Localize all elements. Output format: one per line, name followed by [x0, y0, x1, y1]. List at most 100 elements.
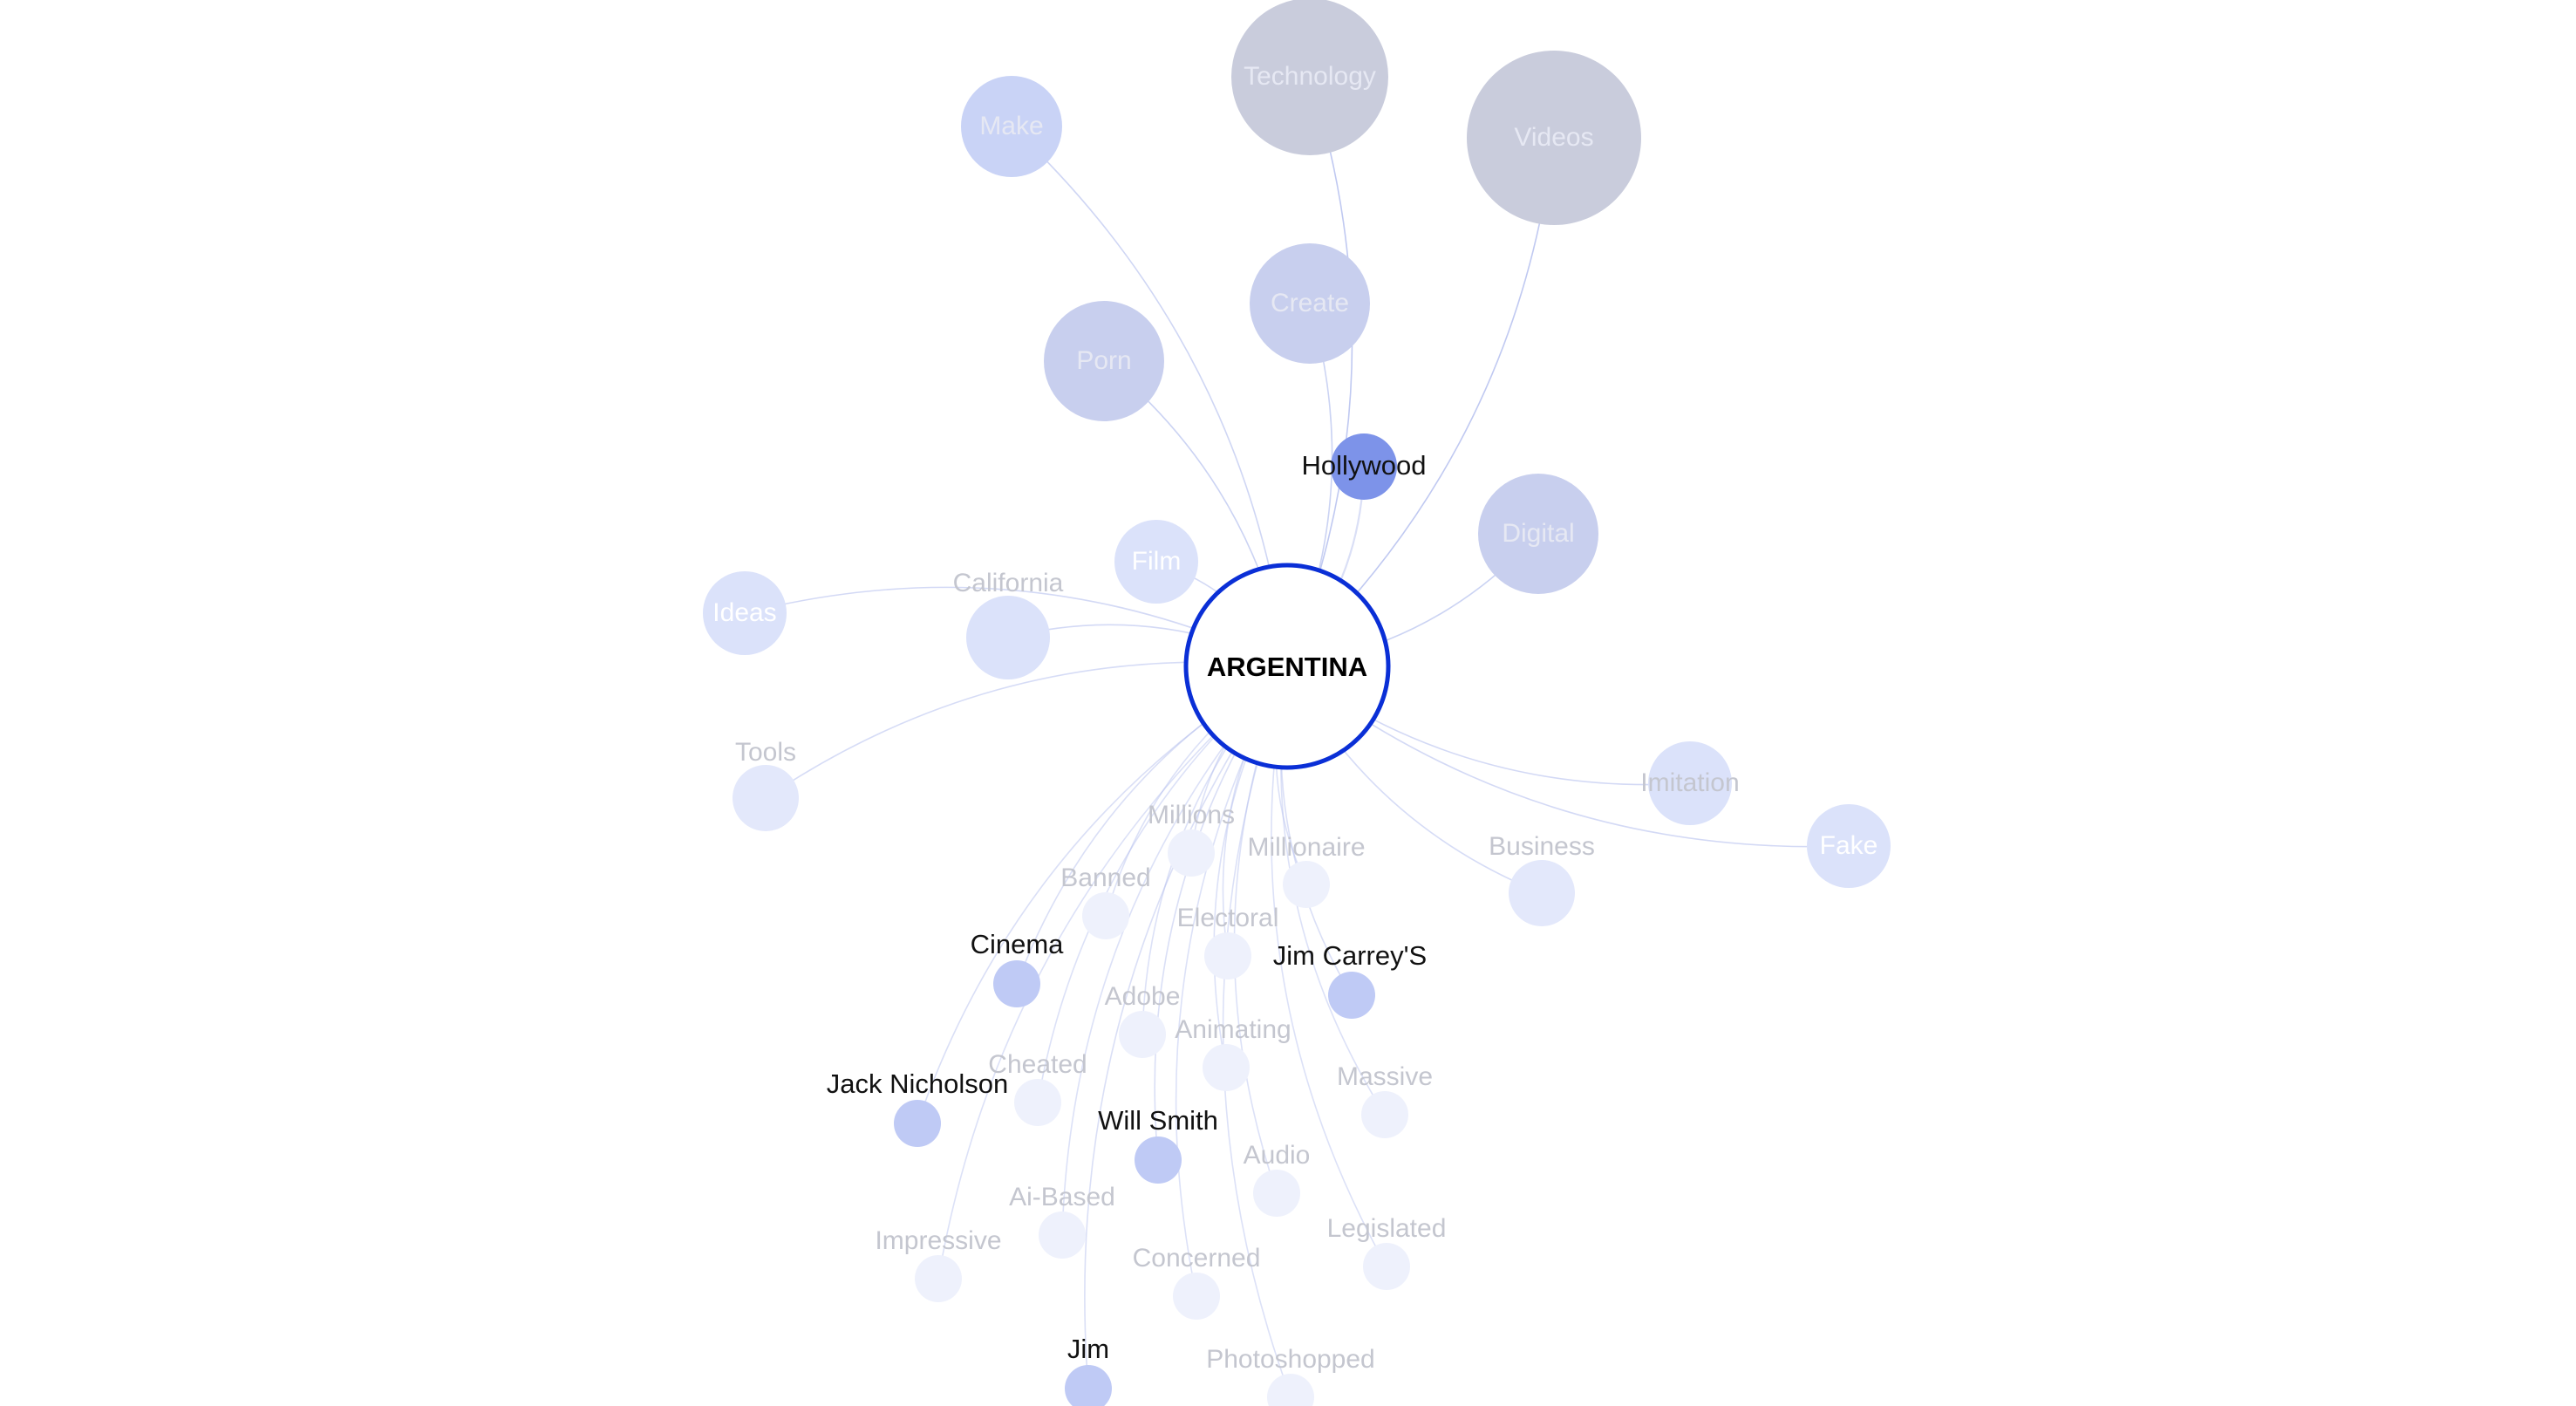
node-cheated[interactable]: Cheated	[988, 1050, 1087, 1126]
node-imitation-bubble	[1648, 741, 1732, 825]
node-technology-label: Technology	[1244, 62, 1376, 91]
node-fake-label: Fake	[1820, 831, 1878, 860]
node-porn[interactable]: Porn	[1044, 301, 1164, 421]
node-aibased-label: Ai-Based	[1009, 1183, 1115, 1211]
node-millionaire[interactable]: Millionaire	[1247, 833, 1366, 908]
node-film-label: Film	[1132, 547, 1182, 576]
node-audio-bubble	[1253, 1170, 1300, 1217]
node-business[interactable]: Business	[1489, 832, 1595, 926]
edge-jim	[1084, 665, 1288, 1389]
node-digital-bubble	[1478, 474, 1598, 594]
node-technology[interactable]: Technology	[1231, 0, 1388, 155]
node-jacknicholson[interactable]: Jack Nicholson	[827, 1068, 1008, 1147]
node-aibased[interactable]: Ai-Based	[1009, 1183, 1115, 1259]
node-cinema-label: Cinema	[971, 929, 1065, 959]
node-film[interactable]: Film	[1114, 520, 1198, 604]
node-concerned-bubble	[1173, 1273, 1220, 1320]
node-millions-bubble	[1168, 829, 1215, 877]
node-audio-label: Audio	[1244, 1141, 1311, 1170]
node-photoshopped-label: Photoshopped	[1206, 1345, 1375, 1374]
node-photoshopped[interactable]: Photoshopped	[1206, 1345, 1375, 1406]
node-business-bubble	[1509, 860, 1575, 926]
node-photoshopped-bubble	[1267, 1374, 1314, 1406]
node-adobe[interactable]: Adobe	[1105, 982, 1181, 1058]
node-animating[interactable]: Animating	[1175, 1015, 1291, 1091]
node-jim-label: Jim	[1067, 1334, 1109, 1364]
node-business-label: Business	[1489, 832, 1595, 861]
node-videos-bubble	[1467, 51, 1641, 225]
node-willsmith-label: Will Smith	[1098, 1105, 1218, 1136]
node-jim[interactable]: Jim	[1065, 1334, 1112, 1406]
node-layer: Technology Videos Make Create Porn Digit…	[703, 0, 1891, 1406]
node-impressive[interactable]: Impressive	[875, 1226, 1002, 1302]
node-center-argentina[interactable]: ARGENTINA	[1183, 563, 1391, 770]
node-legislated[interactable]: Legislated	[1327, 1214, 1447, 1290]
node-ideas-label: Ideas	[712, 598, 776, 627]
node-fake[interactable]: Fake	[1807, 804, 1891, 888]
node-millions-label: Millions	[1148, 801, 1235, 829]
node-hollywood[interactable]: Hollywood	[1301, 433, 1427, 500]
node-concerned-label: Concerned	[1133, 1244, 1261, 1273]
node-animating-label: Animating	[1175, 1015, 1291, 1044]
node-california-bubble	[966, 596, 1050, 679]
node-technology-bubble	[1231, 0, 1388, 155]
node-fake-bubble	[1807, 804, 1891, 888]
node-legislated-bubble	[1363, 1243, 1410, 1290]
node-create[interactable]: Create	[1250, 243, 1370, 364]
node-banned[interactable]: Banned	[1060, 863, 1151, 939]
node-millions[interactable]: Millions	[1148, 801, 1235, 877]
node-create-bubble	[1250, 243, 1370, 364]
node-jimcarreys-bubble	[1328, 972, 1375, 1019]
node-massive-label: Massive	[1337, 1062, 1433, 1091]
node-willsmith-bubble	[1135, 1136, 1182, 1184]
node-jimcarreys[interactable]: Jim Carrey'S	[1273, 940, 1427, 1019]
node-electoral-bubble	[1204, 932, 1251, 979]
node-digital[interactable]: Digital	[1478, 474, 1598, 594]
center-node-bubble	[1183, 563, 1391, 770]
node-electoral[interactable]: Electoral	[1177, 904, 1279, 979]
node-porn-label: Porn	[1076, 346, 1131, 375]
node-jimcarreys-label: Jim Carrey'S	[1273, 940, 1427, 971]
node-hollywood-bubble	[1331, 433, 1397, 500]
node-legislated-label: Legislated	[1327, 1214, 1447, 1243]
node-banned-label: Banned	[1060, 863, 1150, 892]
node-willsmith[interactable]: Will Smith	[1098, 1105, 1218, 1184]
node-imitation[interactable]: Imitation	[1640, 741, 1740, 825]
node-digital-label: Digital	[1502, 519, 1574, 548]
node-jim-bubble	[1065, 1365, 1112, 1406]
node-cheated-label: Cheated	[988, 1050, 1087, 1079]
node-audio[interactable]: Audio	[1244, 1141, 1311, 1217]
node-california[interactable]: California	[953, 569, 1064, 679]
node-create-label: Create	[1271, 289, 1349, 317]
node-make-label: Make	[979, 112, 1043, 140]
node-make[interactable]: Make	[961, 76, 1062, 177]
node-cheated-bubble	[1014, 1079, 1061, 1126]
node-tools-bubble	[733, 765, 799, 831]
node-cinema-bubble	[993, 960, 1040, 1007]
node-tools-label: Tools	[735, 738, 796, 767]
node-impressive-label: Impressive	[875, 1226, 1001, 1255]
node-electoral-label: Electoral	[1177, 904, 1279, 932]
node-millionaire-label: Millionaire	[1247, 833, 1365, 862]
node-impressive-bubble	[915, 1255, 962, 1302]
node-porn-bubble	[1044, 301, 1164, 421]
node-animating-bubble	[1203, 1044, 1250, 1091]
node-hollywood-label: Hollywood	[1301, 450, 1426, 481]
node-aibased-bubble	[1039, 1211, 1086, 1259]
node-make-bubble	[961, 76, 1062, 177]
node-ideas[interactable]: Ideas	[703, 571, 787, 655]
node-videos[interactable]: Videos	[1467, 51, 1641, 225]
node-cinema[interactable]: Cinema	[971, 929, 1065, 1007]
edge-photoshopped	[1222, 665, 1291, 1398]
node-tools[interactable]: Tools	[733, 738, 799, 831]
node-film-bubble	[1114, 520, 1198, 604]
node-massive[interactable]: Massive	[1337, 1062, 1433, 1138]
node-concerned[interactable]: Concerned	[1133, 1244, 1261, 1320]
center-node-label: ARGENTINA	[1207, 652, 1367, 682]
node-massive-bubble	[1361, 1091, 1408, 1138]
node-jacknicholson-label: Jack Nicholson	[827, 1068, 1008, 1099]
edge-impressive	[937, 665, 1288, 1280]
node-banned-bubble	[1082, 892, 1129, 939]
node-videos-label: Videos	[1514, 123, 1593, 152]
